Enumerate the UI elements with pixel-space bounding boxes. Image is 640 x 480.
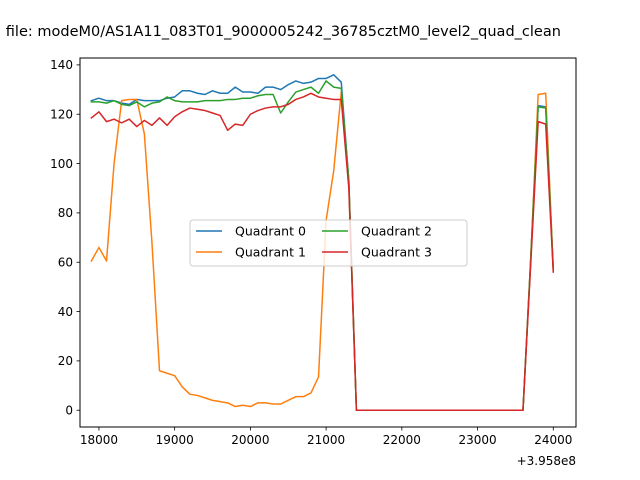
axes-frame: [79, 57, 577, 428]
y-tick-label: 20: [58, 354, 73, 368]
y-tick-label: 40: [58, 305, 73, 319]
y-axis: 0 20 40 60 80 100 120 140: [50, 58, 80, 418]
legend-label: Quadrant 0: [235, 224, 306, 239]
legend-box: [189, 219, 468, 267]
series-line-quadrant-3: [90, 92, 555, 411]
legend-label: Quadrant 2: [361, 224, 432, 239]
x-tick-label: 21000: [307, 433, 345, 447]
x-tick-label: 24000: [534, 433, 572, 447]
legend-items: Quadrant 0 Quadrant 1 Quadrant 2 Quadrant 3: [196, 224, 432, 260]
plot-area: 18000 19000 20000 21000 22000 23000 24000 0 20 4…: [50, 57, 577, 468]
legend: Quadrant 0 Quadrant 1 Quadrant 2 Quadrant 3: [189, 219, 468, 267]
x-tick-label: 20000: [231, 433, 269, 447]
legend-item-quadrant-0: Quadrant 0: [196, 224, 306, 239]
series-layer: [90, 74, 555, 411]
y-tick-label: 0: [65, 404, 73, 418]
x-tick-label: 22000: [383, 433, 421, 447]
legend-item-quadrant-1: Quadrant 1: [196, 245, 306, 260]
legend-item-quadrant-2: Quadrant 2: [322, 224, 432, 239]
y-tick-label: 100: [50, 157, 73, 171]
x-tick-label: 23000: [458, 433, 496, 447]
legend-label: Quadrant 1: [235, 245, 306, 260]
y-tick-label: 80: [58, 206, 73, 220]
legend-item-quadrant-3: Quadrant 3: [322, 245, 432, 260]
x-tick-label: 18000: [80, 433, 118, 447]
legend-label: Quadrant 3: [361, 245, 432, 260]
x-axis: 18000 19000 20000 21000 22000 23000 24000: [80, 427, 572, 447]
y-tick-label: 140: [50, 58, 73, 72]
chart-title: n file: modeM0/AS1A11_083T01_9000005242_…: [0, 24, 561, 40]
y-tick-label: 60: [58, 256, 73, 270]
x-tick-label: 19000: [156, 433, 194, 447]
y-tick-label: 120: [50, 108, 73, 122]
x-offset-label: +3.958e8: [517, 454, 576, 468]
